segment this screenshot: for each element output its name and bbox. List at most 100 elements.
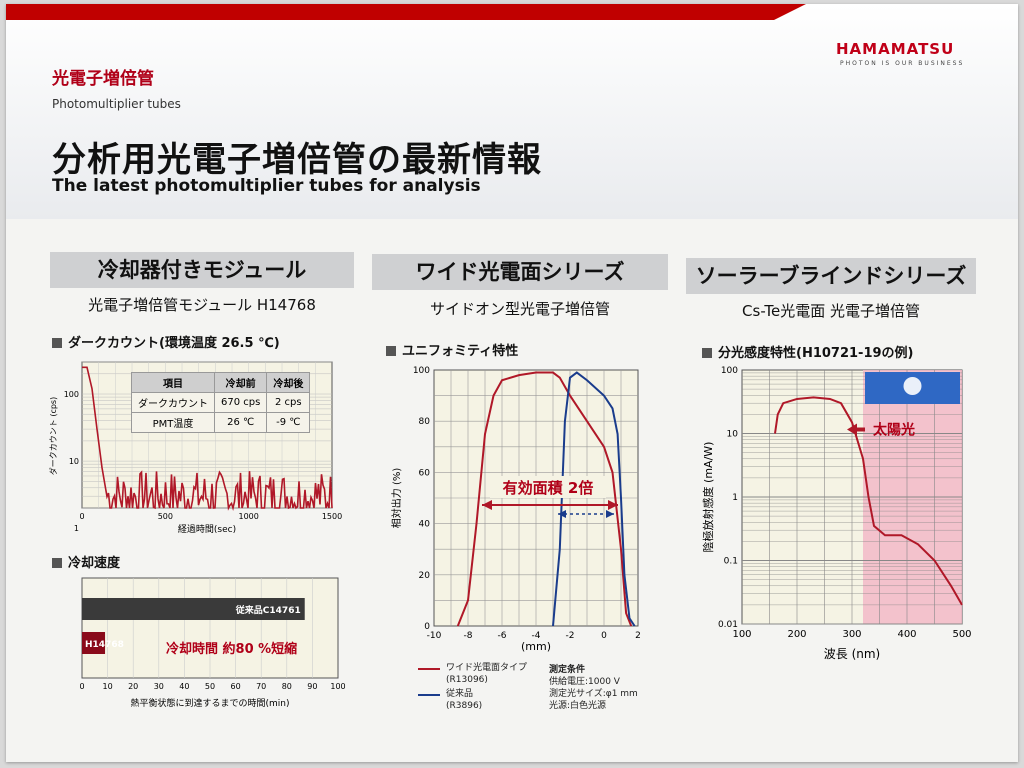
- y-tick-label: 0: [424, 622, 430, 632]
- x-tick-label: 500: [158, 512, 173, 521]
- condition-spot-size: 測定光サイズ:φ1 mm: [549, 689, 638, 699]
- y-tick-label: 100: [64, 390, 79, 399]
- arrow-head-right: [608, 500, 618, 510]
- x-tick-label: -10: [427, 631, 442, 641]
- spectral-series: [774, 396, 963, 606]
- x-tick-label: 100: [330, 682, 345, 691]
- table-cell: ダークカウント: [131, 392, 215, 413]
- cooling-x-label: 熱平衡状態に到達するまでの時間(min): [131, 697, 290, 709]
- x-tick-label: 200: [787, 629, 806, 640]
- conditions-title: 測定条件: [549, 665, 586, 675]
- x-tick-label: 1500: [322, 512, 342, 521]
- arrow-head-right: [606, 510, 614, 518]
- table-cell: 26 ℃: [213, 412, 268, 433]
- condition-light-source: 光源:白色光源: [549, 701, 607, 711]
- pill-wide-photocathode: ワイド光電面シリーズ: [372, 254, 668, 290]
- y-tick-label: 10: [69, 457, 79, 466]
- arrow-head-left: [558, 510, 566, 518]
- y-tick-label: 10: [727, 430, 739, 440]
- spectral-y-label: 陰極放射感度 (mA/W): [701, 442, 715, 553]
- uniformity-x-label: (mm): [521, 640, 551, 653]
- section-uniformity: ユニフォミティ特性: [386, 340, 518, 359]
- x-tick-label: 40: [179, 682, 189, 691]
- bar-label: 従来品C14761: [235, 604, 301, 616]
- header-band: [6, 4, 1018, 219]
- subtitle-solar: Cs-Te光電面 光電子増倍管: [742, 302, 920, 320]
- cooling-note: 冷却時間 約80 %短縮: [166, 642, 298, 657]
- category-title-jp: 光電子増倍管: [52, 69, 154, 89]
- uniformity-wide-series: [456, 371, 633, 627]
- legend-wide-swatch: [418, 668, 440, 670]
- category-title-en: Photomultiplier tubes: [52, 97, 181, 111]
- x-tick-label: 2: [635, 631, 641, 641]
- x-tick-label: 300: [842, 629, 861, 640]
- x-tick-label: -2: [566, 631, 575, 641]
- uniformity-old-series: [552, 371, 636, 627]
- brand-logo: HAMAMATSU: [836, 40, 955, 58]
- arrow-head-left: [482, 500, 492, 510]
- dark-y-label: ダークカウント (cps): [48, 397, 58, 475]
- y-tick-label: 1: [74, 524, 79, 533]
- x-tick-label: 90: [307, 682, 317, 691]
- section-spectral: 分光感度特性(H10721-19の例): [702, 342, 913, 361]
- table-cell: -9 ℃: [266, 412, 311, 433]
- x-tick-label: -8: [464, 631, 473, 641]
- dark-count-table: 項目 冷却前 冷却後 ダークカウント 670 cps 2 cps PMT温度 26 ℃ -9…: [131, 372, 311, 433]
- y-tick-label: 40: [419, 520, 431, 530]
- x-tick-label: 0: [79, 512, 84, 521]
- pill-cooled-module: 冷却器付きモジュール: [50, 252, 354, 288]
- x-tick-label: -6: [498, 631, 507, 641]
- condition-voltage: 供給電圧:1000 V: [549, 677, 620, 687]
- table-cell: 2 cps: [266, 392, 311, 413]
- legend-wide-name: ワイド光電面タイプ: [446, 663, 528, 673]
- spectral-x-label: 波長 (nm): [824, 647, 880, 661]
- x-tick-label: 0: [601, 631, 607, 641]
- x-tick-label: 60: [231, 682, 241, 691]
- x-tick-label: 400: [897, 629, 916, 640]
- legend-old-swatch: [418, 694, 440, 696]
- x-tick-label: -4: [532, 631, 541, 641]
- dark-x-label: 経過時間(sec): [178, 523, 236, 535]
- solar-label: 太陽光: [873, 422, 915, 439]
- legend-old-model: (R3896): [446, 701, 483, 711]
- x-tick-label: 30: [154, 682, 164, 691]
- table-header: 項目: [131, 372, 215, 393]
- y-tick-label: 100: [413, 366, 430, 376]
- table-header: 冷却前: [213, 372, 268, 393]
- solar-arrow-icon: [847, 423, 865, 436]
- y-tick-label: 60: [419, 468, 431, 478]
- section-dark-count: ダークカウント(環境温度 26.5 ℃): [52, 332, 280, 351]
- y-tick-label: 1: [732, 493, 738, 503]
- section-cooling-speed: 冷却速度: [52, 552, 120, 571]
- y-tick-label: 20: [419, 571, 431, 581]
- table-cell: 670 cps: [213, 392, 268, 413]
- cooling-speed-chart: 従来品C14761 H14768 0 10 20 30 40 50 60 70 80 90 100 熱…: [79, 577, 346, 709]
- brand-tagline: PHOTON IS OUR BUSINESS: [840, 60, 965, 67]
- x-tick-label: 50: [205, 682, 215, 691]
- x-tick-label: 100: [732, 629, 751, 640]
- bar-label: H14768: [85, 640, 124, 650]
- red-stripe: [6, 4, 806, 20]
- x-tick-label: 20: [128, 682, 138, 691]
- effective-area-label: 有効面積 2倍: [503, 479, 594, 497]
- x-tick-label: 0: [79, 682, 84, 691]
- table-cell: PMT温度: [131, 412, 215, 433]
- y-tick-label: 100: [721, 366, 738, 376]
- x-tick-label: 500: [952, 629, 971, 640]
- table-header: 冷却後: [266, 372, 311, 393]
- y-tick-label: 0.01: [718, 620, 738, 630]
- subtitle-wide: サイドオン型光電子増倍管: [429, 300, 610, 318]
- spectral-response-chart: 100 200 300 400 500 100 10 1 0.1 0.01 太陽光 波長 (nm)…: [701, 366, 972, 661]
- bar: [82, 632, 106, 654]
- y-tick-label: 80: [419, 417, 431, 427]
- poster-board: 光電子増倍管 Photomultiplier tubes 分析用光電子増倍管の最…: [6, 4, 1018, 762]
- subtitle-cooled: 光電子増倍管モジュール H14768: [88, 296, 316, 314]
- x-tick-label: 70: [256, 682, 266, 691]
- main-title-en: The latest photomultiplier tubes for ana…: [52, 176, 481, 196]
- pill-solar-blind: ソーラーブラインドシリーズ: [686, 258, 976, 294]
- x-tick-label: 80: [282, 682, 292, 691]
- y-tick-label: 0.1: [724, 557, 738, 567]
- main-title-jp: 分析用光電子増倍管の最新情報: [52, 140, 542, 180]
- annotation-bg: [490, 476, 606, 498]
